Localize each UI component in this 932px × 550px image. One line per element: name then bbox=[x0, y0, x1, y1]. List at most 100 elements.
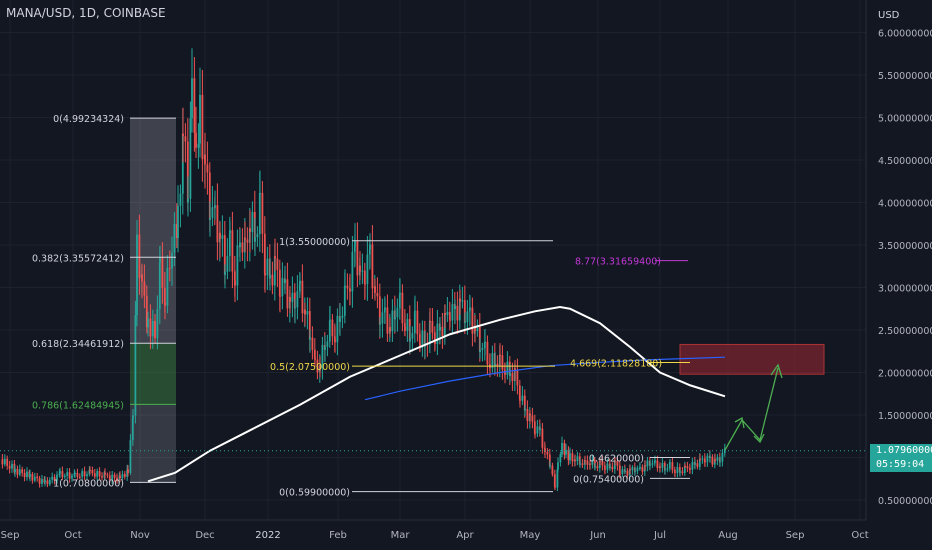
candle-body bbox=[16, 468, 19, 475]
candle-body bbox=[166, 268, 169, 306]
y-tick-label-4: 2.50000000 bbox=[878, 326, 932, 337]
candle-body bbox=[316, 359, 319, 373]
candle-body bbox=[101, 476, 103, 478]
candle-body bbox=[186, 141, 189, 203]
candle-body bbox=[404, 326, 406, 331]
y-tick-label-10: 5.50000000 bbox=[878, 71, 932, 82]
candle-body bbox=[624, 470, 626, 472]
candle-body bbox=[324, 346, 326, 350]
candle-body bbox=[434, 342, 436, 345]
candle-body bbox=[284, 279, 286, 283]
fib-secondary-label-1: 0.5(2.07500000) bbox=[270, 362, 350, 373]
candle-body bbox=[721, 453, 724, 462]
candle-body bbox=[291, 292, 294, 302]
candle-body bbox=[691, 461, 694, 470]
candle-body bbox=[123, 474, 126, 477]
x-tick-label-10: Jul bbox=[653, 530, 666, 541]
x-tick-label-13: Oct bbox=[851, 530, 868, 541]
candle-body bbox=[469, 307, 471, 310]
candle-body bbox=[143, 281, 146, 296]
candle-body bbox=[51, 476, 54, 480]
candle-body bbox=[626, 470, 629, 476]
candle-body bbox=[701, 458, 704, 460]
candle-body bbox=[259, 192, 261, 194]
candle-body bbox=[151, 320, 154, 337]
candle-body bbox=[126, 469, 129, 477]
x-tick-label-0: Sep bbox=[1, 530, 20, 541]
x-tick-label-4: 2022 bbox=[255, 530, 280, 541]
candle-body bbox=[266, 258, 269, 276]
x-tick-label-8: May bbox=[520, 530, 541, 541]
candle-body bbox=[309, 337, 311, 340]
fib-zone-lower bbox=[130, 404, 176, 483]
candle-body bbox=[56, 474, 58, 481]
candle-body bbox=[8, 465, 11, 469]
fib-secondary-label-0: 1(3.55000000) bbox=[279, 237, 350, 248]
candle-body bbox=[136, 234, 138, 316]
candle-body bbox=[14, 468, 16, 473]
candle-body bbox=[36, 476, 39, 479]
candle-body bbox=[256, 234, 259, 238]
candle-body bbox=[454, 305, 456, 310]
candle-body bbox=[694, 463, 696, 465]
candle-body bbox=[548, 454, 551, 466]
candle-body bbox=[294, 307, 296, 309]
candle-body bbox=[127, 469, 129, 473]
candle-body bbox=[698, 458, 701, 467]
candle-body bbox=[396, 308, 399, 318]
candle-body bbox=[549, 465, 551, 467]
candle-body bbox=[579, 463, 581, 465]
candle-body bbox=[491, 353, 494, 369]
candle-body bbox=[343, 285, 346, 316]
candle-body bbox=[329, 319, 331, 321]
current-price-badge[interactable]: 1.07960000 05:59:04 bbox=[870, 444, 932, 472]
candle-body bbox=[594, 466, 596, 468]
candle-body bbox=[464, 321, 466, 323]
grid-lines bbox=[0, 0, 866, 520]
candle-body bbox=[361, 270, 364, 272]
candle-body bbox=[221, 235, 224, 239]
x-tick-label-6: Mar bbox=[391, 530, 411, 541]
candle-body bbox=[606, 463, 609, 470]
candle-body bbox=[274, 256, 276, 259]
candle-body bbox=[334, 339, 336, 343]
candle-body bbox=[386, 307, 389, 334]
candle-body bbox=[533, 421, 536, 434]
candle-body bbox=[119, 475, 121, 479]
candle-body bbox=[441, 326, 444, 336]
candle-body bbox=[459, 298, 461, 302]
candle-body bbox=[449, 319, 451, 321]
candle-body bbox=[509, 373, 511, 376]
candle-body bbox=[546, 452, 549, 455]
candle-body bbox=[456, 305, 459, 321]
candle-body bbox=[211, 207, 214, 218]
candle-body bbox=[209, 217, 211, 220]
projection-arrowhead-1 bbox=[734, 416, 745, 429]
candle-body bbox=[48, 479, 51, 485]
candle-body bbox=[311, 337, 314, 350]
candle-body bbox=[116, 477, 118, 481]
candle-body bbox=[574, 459, 576, 462]
candle-body bbox=[451, 304, 454, 321]
x-tick-label-9: Jun bbox=[589, 530, 606, 541]
candle-body bbox=[716, 457, 719, 461]
candle-body bbox=[631, 467, 634, 471]
candle-body bbox=[671, 462, 674, 470]
candle-body bbox=[173, 223, 176, 253]
candle-body bbox=[108, 475, 111, 481]
candle-body bbox=[239, 242, 241, 248]
candle-body bbox=[184, 136, 187, 142]
candle-body bbox=[229, 230, 231, 234]
candle-body bbox=[111, 474, 114, 481]
candle-body bbox=[179, 193, 182, 206]
candle-body bbox=[301, 280, 304, 314]
candle-body bbox=[621, 469, 624, 474]
candle-body bbox=[68, 472, 71, 479]
candle-body bbox=[164, 302, 166, 306]
candle-body bbox=[563, 443, 566, 455]
x-tick-label-1: Oct bbox=[64, 530, 81, 541]
candle-body bbox=[479, 350, 481, 352]
candle-body bbox=[147, 318, 149, 328]
